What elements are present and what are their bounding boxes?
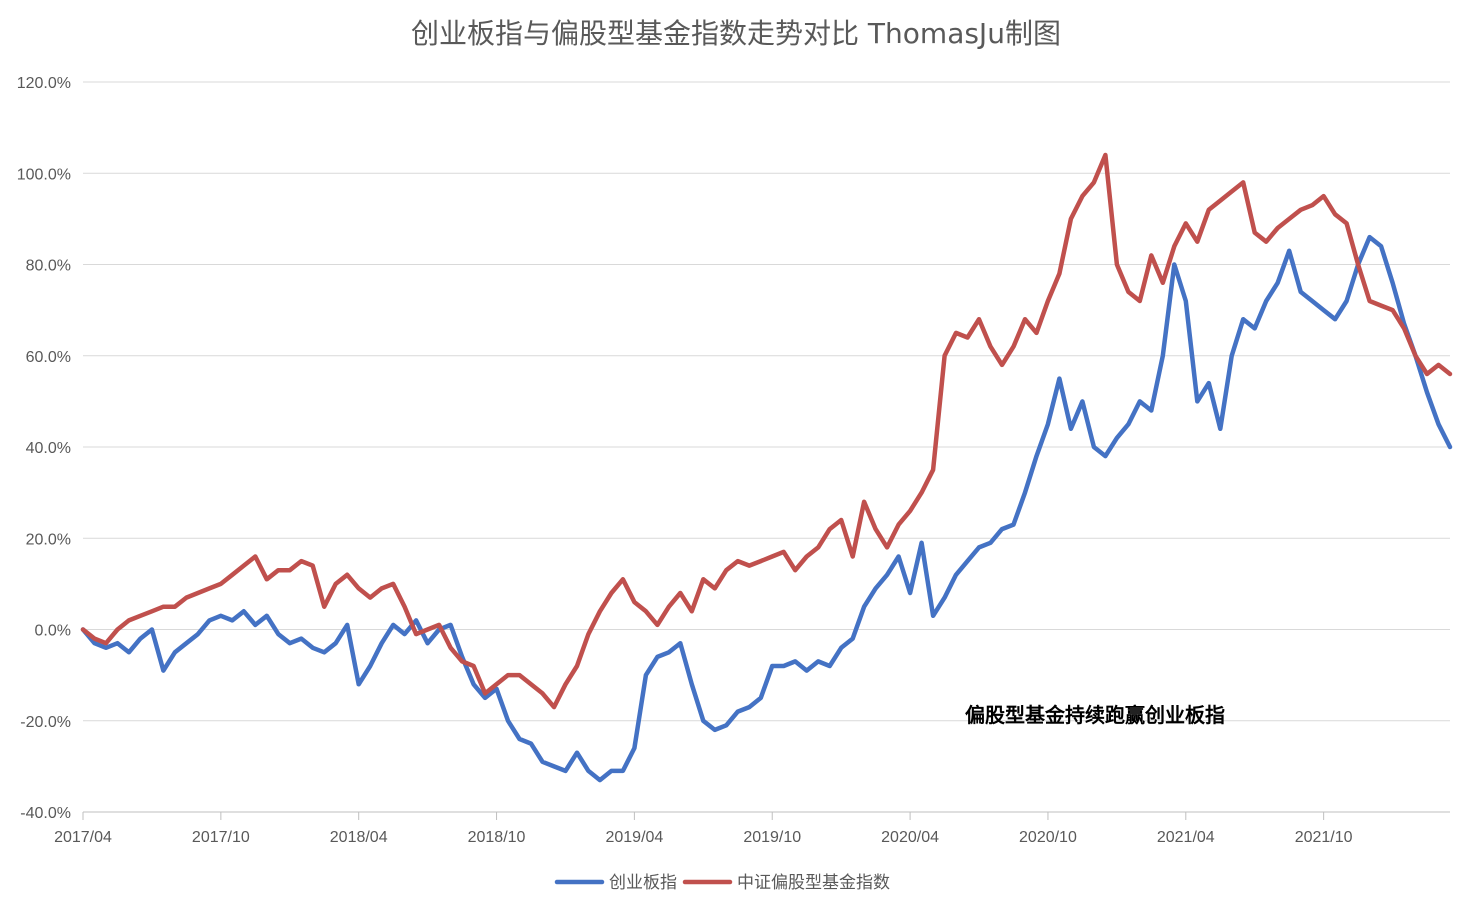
- x-tick-label: 2017/04: [54, 829, 112, 846]
- x-axis: 2017/04 2017/10 2018/04 2018/10 2019/04 2019/…: [54, 811, 1450, 846]
- y-axis: 120.0% 100.0% 80.0% 60.0% 40.0% 20.0% 0.0% -20.…: [17, 75, 71, 822]
- y-tick-label: -20.0%: [20, 714, 71, 731]
- x-tick-label: 2019/04: [605, 829, 663, 846]
- x-tick-label: 2019/10: [743, 829, 801, 846]
- y-tick-label: 120.0%: [17, 75, 71, 92]
- legend: 创业板指 中证偏股型基金指数: [554, 873, 890, 893]
- x-tick-label: 2021/04: [1157, 829, 1215, 846]
- y-tick-label: 20.0%: [26, 531, 71, 548]
- legend-label: 中证偏股型基金指数: [737, 873, 890, 893]
- y-tick-label: 60.0%: [26, 349, 71, 366]
- x-tick-label: 2020/10: [1019, 829, 1077, 846]
- y-tick-label: 80.0%: [26, 258, 71, 275]
- y-tick-label: 0.0%: [35, 623, 71, 640]
- x-tick-label: 2017/10: [192, 829, 250, 846]
- x-tick-label: 2018/10: [468, 829, 526, 846]
- x-tick-label: 2020/04: [881, 829, 939, 846]
- series-line-equity-fund-index: [80, 152, 1453, 710]
- y-tick-label: -40.0%: [20, 805, 71, 822]
- x-tick-label: 2021/10: [1295, 829, 1353, 846]
- series-line-chinext: [80, 234, 1453, 783]
- series-lines: [80, 152, 1453, 783]
- x-tick-label: 2018/04: [330, 829, 388, 846]
- y-tick-label: 100.0%: [17, 166, 71, 183]
- annotation-text: 偏股型基金持续跑赢创业板指: [965, 703, 1225, 727]
- legend-label: 创业板指: [609, 873, 677, 893]
- y-tick-label: 40.0%: [26, 440, 71, 457]
- chart-title: 创业板指与偏股型基金指数走势对比 ThomasJu制图: [411, 17, 1061, 50]
